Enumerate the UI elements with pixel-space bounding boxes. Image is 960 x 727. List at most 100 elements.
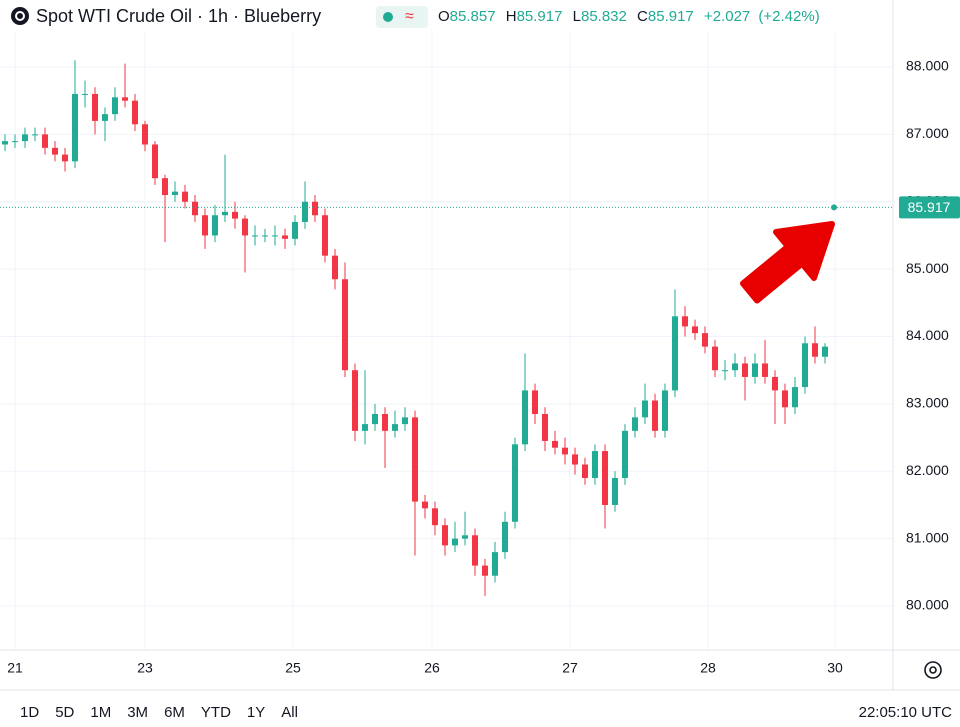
candle-body: [62, 154, 68, 162]
candle-body: [672, 316, 678, 391]
candle-body: [752, 363, 758, 377]
range-button[interactable]: 6M: [164, 704, 185, 721]
candle-body: [822, 346, 828, 357]
chart-title: Spot WTI Crude Oil · 1h · Blueberry: [36, 6, 321, 26]
symbol-icon: [11, 7, 29, 25]
data-delay-icon: ≈: [405, 8, 414, 25]
symbol-icon-glyph: [15, 11, 26, 21]
grid: [0, 0, 893, 650]
candle-body: [612, 478, 618, 505]
range-button[interactable]: YTD: [201, 704, 231, 721]
candle-body: [302, 201, 308, 222]
candle-body: [292, 221, 298, 239]
last-price-dot: [831, 204, 837, 211]
candle-body: [432, 508, 438, 526]
candle-body: [282, 235, 288, 239]
candle-body: [72, 93, 78, 162]
candle-body: [552, 440, 558, 448]
ohlc-label: H: [506, 8, 517, 25]
candle-body: [572, 454, 578, 465]
candle-body: [362, 424, 368, 431]
candle-body: [652, 400, 658, 431]
candle-body: [192, 201, 198, 216]
candle-body: [532, 390, 538, 414]
candle-body: [582, 464, 588, 479]
candle-body: [692, 326, 698, 334]
candle-body: [522, 390, 528, 445]
candle-body: [452, 538, 458, 546]
candle-body: [702, 333, 708, 347]
candle-body: [462, 535, 468, 539]
ohlc-value: 85.917: [517, 8, 563, 25]
range-button[interactable]: 3M: [127, 704, 148, 721]
candle-body: [322, 215, 328, 256]
candle-body: [272, 235, 278, 237]
candle-body: [42, 134, 48, 148]
candle-body: [332, 255, 338, 280]
candle-body: [262, 235, 268, 237]
y-tick-label: 87.000: [906, 125, 949, 141]
candle-body: [502, 521, 508, 553]
change: +2.027: [704, 8, 750, 25]
candle-body: [722, 370, 728, 372]
candle-body: [252, 235, 258, 237]
x-tick-label: 27: [562, 660, 578, 676]
x-tick-label: 25: [285, 660, 301, 676]
candle-body: [32, 134, 38, 136]
x-tick-label: 21: [7, 660, 23, 676]
clock: 22:05:10 UTC: [859, 704, 953, 721]
candle-body: [422, 501, 428, 509]
annotation-arrow: [740, 221, 835, 304]
y-tick-label: 84.000: [906, 327, 949, 343]
candle-body: [232, 211, 238, 219]
candle-body: [22, 134, 28, 142]
candle-body: [772, 376, 778, 391]
range-button[interactable]: 1Y: [247, 704, 265, 721]
candle-body: [482, 565, 488, 576]
candle-body: [742, 363, 748, 377]
candle-body: [342, 279, 348, 371]
candle-body: [202, 215, 208, 236]
candle-body: [92, 93, 98, 121]
candle-body: [712, 346, 718, 371]
candle-body: [172, 191, 178, 196]
x-tick-label: 23: [137, 660, 153, 676]
range-button[interactable]: 1D: [20, 704, 39, 721]
candle-body: [152, 144, 158, 179]
ohlc-legend: O85.857 H85.917 L85.832 C85.917 +2.027 (…: [438, 8, 820, 25]
range-button[interactable]: 1M: [90, 704, 111, 721]
y-tick-label: 85.000: [906, 260, 949, 276]
last-price-tag: [899, 196, 960, 219]
candle-body: [812, 343, 818, 357]
candle-body: [562, 447, 568, 455]
range-button[interactable]: All: [281, 704, 298, 721]
candle-body: [102, 114, 108, 121]
candle-body: [82, 93, 88, 95]
candle-body: [512, 444, 518, 522]
y-tick-label: 81.000: [906, 529, 949, 545]
labels: 80.00081.00082.00083.00084.00085.00086.0…: [7, 58, 960, 676]
candle-body: [2, 141, 8, 145]
settings-icon[interactable]: [924, 661, 942, 679]
candle-body: [782, 390, 788, 408]
candle-body: [762, 363, 768, 377]
range-button[interactable]: 5D: [55, 704, 74, 721]
candle-body: [662, 390, 668, 431]
candle-body: [142, 124, 148, 145]
candle-body: [682, 316, 688, 327]
ohlc-value: 85.917: [648, 8, 694, 25]
candle-body: [592, 451, 598, 479]
candle-body: [112, 97, 118, 115]
candle-body: [732, 363, 738, 371]
status-badge: [376, 6, 428, 28]
candle-body: [352, 370, 358, 431]
y-tick-label: 80.000: [906, 597, 949, 613]
candle-body: [372, 413, 378, 425]
ohlc-label: L: [573, 8, 581, 25]
x-tick-label: 30: [827, 660, 843, 676]
y-tick-label: 82.000: [906, 462, 949, 478]
settings-icon-center: [929, 666, 937, 674]
change-percent: (+2.42%): [758, 8, 819, 25]
